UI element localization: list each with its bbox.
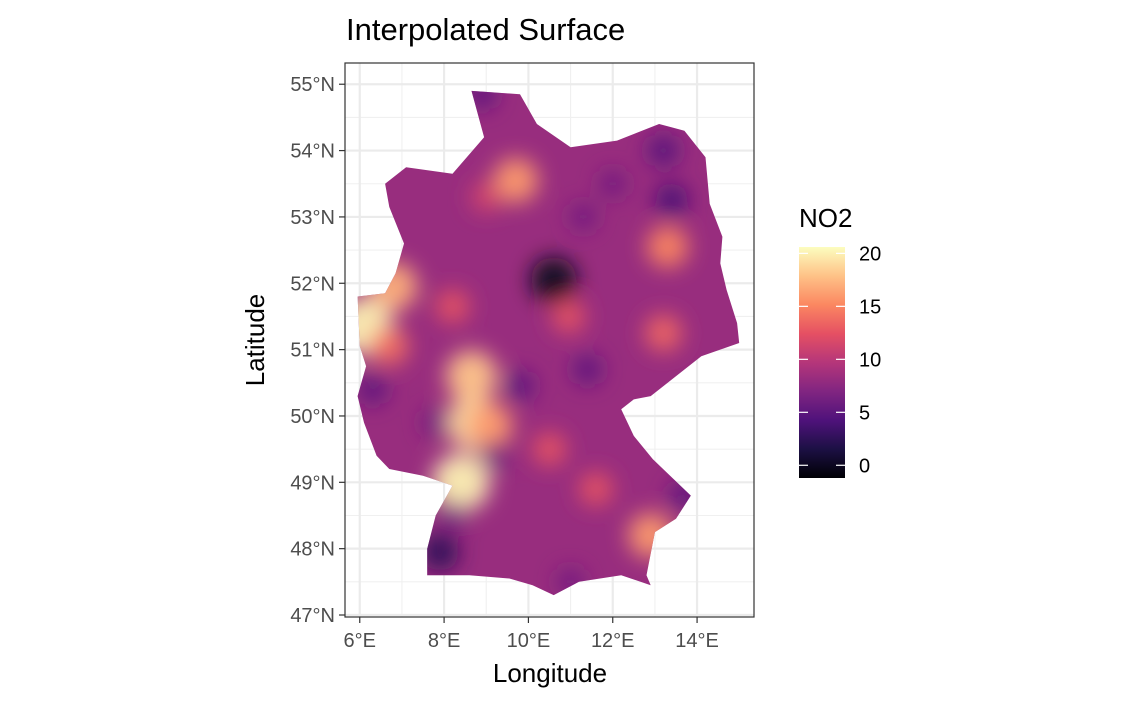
y-tick-label: 52°N bbox=[290, 273, 335, 295]
panel-border bbox=[344, 62, 755, 618]
surface-hotspot bbox=[572, 354, 603, 385]
y-tick-label: 55°N bbox=[290, 74, 335, 96]
x-tick-label: 6°E bbox=[344, 630, 376, 652]
surface-hotspot bbox=[599, 170, 627, 198]
surface-hotspot bbox=[369, 327, 409, 366]
surface-hotspot bbox=[470, 181, 502, 213]
x-tick-label: 8°E bbox=[428, 630, 460, 652]
y-tick-label: 49°N bbox=[290, 472, 335, 494]
surface-hotspot bbox=[420, 532, 459, 572]
surface-hotspot bbox=[435, 289, 470, 324]
legend-tick-label: 10 bbox=[859, 349, 881, 371]
legend-tick-label: 15 bbox=[859, 296, 881, 318]
surface-hotspot bbox=[481, 442, 509, 470]
legend-tick-label: 20 bbox=[859, 243, 881, 265]
surface-hotspot bbox=[422, 409, 450, 437]
surface-hotspot bbox=[644, 314, 682, 352]
surface-hotspot bbox=[655, 183, 689, 218]
surface-hotspot bbox=[504, 370, 536, 402]
legend-title: NO2 bbox=[799, 203, 852, 233]
surface-hotspot bbox=[646, 225, 689, 268]
x-axis: 6°E 8°E 10°E 12°E 14°E bbox=[344, 617, 719, 652]
surface-hotspot bbox=[579, 472, 613, 506]
y-tick-label: 51°N bbox=[290, 340, 335, 362]
x-axis-title: Longitude bbox=[493, 658, 607, 688]
surface-hotspot bbox=[439, 501, 467, 530]
x-tick-label: 14°E bbox=[675, 630, 719, 652]
y-axis: 55°N 54°N 53°N 52°N 51°N 50°N 49°N 48°N 47°N bbox=[290, 74, 345, 627]
surface-hotspot bbox=[466, 90, 498, 110]
y-tick-label: 54°N bbox=[290, 141, 335, 163]
surface-hotspot bbox=[432, 453, 490, 512]
surface-hotspot bbox=[493, 157, 539, 203]
y-tick-label: 50°N bbox=[290, 406, 335, 428]
surface-hotspot bbox=[551, 299, 586, 334]
legend: NO2 20 15 10 5 0 bbox=[799, 203, 881, 478]
surface-hotspot bbox=[445, 350, 498, 402]
legend-tick-label: 5 bbox=[859, 402, 870, 424]
legend-tick-label: 0 bbox=[859, 455, 870, 477]
y-tick-label: 48°N bbox=[290, 539, 335, 561]
surface-hotspot bbox=[357, 374, 388, 405]
x-tick-label: 10°E bbox=[507, 630, 551, 652]
interpolated-surface bbox=[357, 90, 740, 596]
legend-colorbar bbox=[799, 247, 845, 478]
surface-hotspot bbox=[569, 203, 597, 231]
surface-hotspot bbox=[467, 403, 513, 449]
y-tick-label: 53°N bbox=[290, 207, 335, 229]
legend-ticks: 20 15 10 5 0 bbox=[799, 243, 881, 477]
surface-hotspot bbox=[530, 256, 577, 304]
y-tick-label: 47°N bbox=[290, 605, 335, 627]
surface-hotspot bbox=[647, 134, 680, 167]
surface-hotspot bbox=[532, 432, 567, 467]
plot-title: Interpolated Surface bbox=[346, 12, 625, 47]
surface-hotspots bbox=[357, 90, 700, 596]
x-tick-label: 12°E bbox=[591, 630, 635, 652]
y-axis-title: Latitude bbox=[240, 294, 270, 387]
